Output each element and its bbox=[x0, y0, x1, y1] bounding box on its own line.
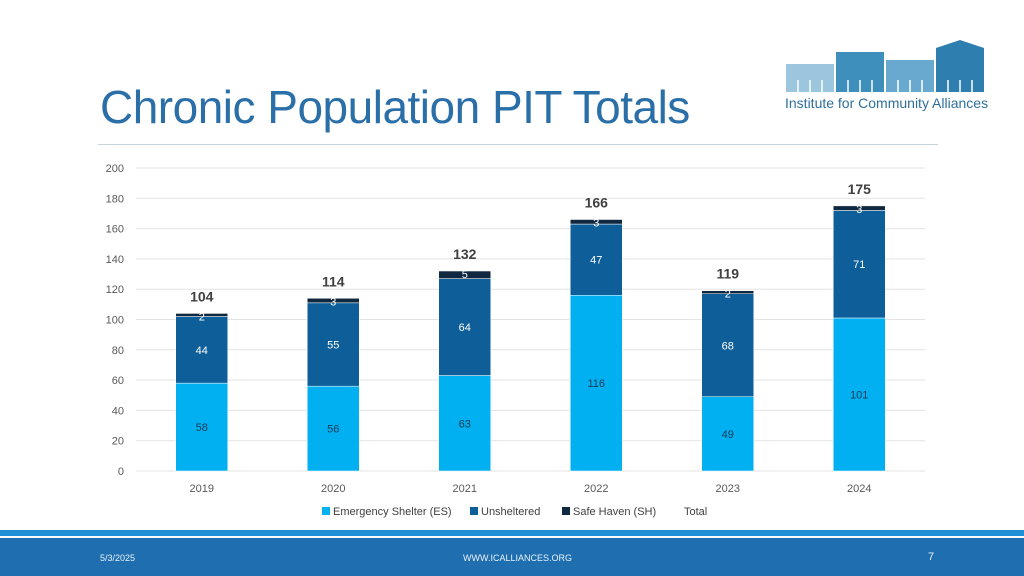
bar-segment bbox=[570, 295, 623, 472]
bar-segment bbox=[833, 205, 886, 211]
legend-label: Emergency Shelter (ES) bbox=[333, 506, 452, 518]
data-label: 49 bbox=[722, 429, 734, 441]
bar-segment bbox=[175, 316, 228, 384]
total-label: 114 bbox=[322, 273, 345, 289]
data-label: 101 bbox=[850, 389, 868, 401]
x-tick-label: 2022 bbox=[584, 483, 608, 495]
legend-label: Total bbox=[684, 506, 707, 518]
x-tick-label: 2021 bbox=[453, 483, 477, 495]
footer-bar: 5/3/2025 WWW.ICALLIANCES.ORG 7 bbox=[0, 538, 1024, 576]
bar-segment bbox=[570, 223, 623, 296]
bar-segment bbox=[701, 396, 754, 472]
bar-segment bbox=[438, 278, 491, 376]
data-label: 68 bbox=[722, 340, 734, 352]
x-tick-label: 2019 bbox=[190, 483, 214, 495]
legend-swatch bbox=[470, 507, 478, 515]
data-label: 56 bbox=[327, 424, 339, 436]
bar-segment bbox=[307, 385, 360, 472]
slide-title: Chronic Population PIT Totals bbox=[100, 81, 690, 133]
data-label: 5 bbox=[462, 269, 468, 281]
footer-date: 5/3/2025 bbox=[100, 553, 136, 563]
bar-segment bbox=[438, 270, 491, 279]
logo-icon bbox=[786, 40, 984, 92]
y-tick-label: 180 bbox=[106, 193, 124, 205]
total-label: 104 bbox=[190, 288, 214, 304]
y-tick-label: 140 bbox=[106, 254, 124, 266]
legend-label: Safe Haven (SH) bbox=[573, 506, 656, 518]
data-label: 2 bbox=[725, 289, 731, 301]
data-label: 63 bbox=[459, 418, 471, 430]
total-label: 166 bbox=[585, 195, 609, 211]
y-tick-label: 80 bbox=[112, 345, 124, 357]
data-label: 3 bbox=[330, 296, 336, 308]
total-label: 119 bbox=[716, 266, 739, 282]
legend-label: Unsheltered bbox=[481, 506, 540, 518]
total-label: 175 bbox=[848, 181, 872, 197]
slide-number: 7 bbox=[928, 551, 935, 563]
bar-segment bbox=[307, 302, 360, 387]
y-tick-label: 120 bbox=[106, 284, 124, 296]
bar-segment bbox=[701, 293, 754, 398]
title-divider bbox=[98, 144, 938, 145]
bar-segment bbox=[175, 382, 228, 472]
data-label: 3 bbox=[856, 204, 862, 216]
x-tick-label: 2024 bbox=[847, 483, 871, 495]
legend-swatch bbox=[322, 507, 330, 515]
bar-segment bbox=[438, 375, 491, 472]
y-tick-label: 100 bbox=[106, 315, 124, 327]
footer-accent-band bbox=[0, 530, 1024, 536]
footer-url: WWW.ICALLIANCES.ORG bbox=[463, 553, 573, 563]
data-label: 2 bbox=[199, 311, 205, 323]
x-tick-label: 2020 bbox=[321, 483, 345, 495]
y-tick-label: 0 bbox=[118, 466, 124, 478]
data-label: 44 bbox=[196, 345, 208, 357]
total-label: 132 bbox=[453, 246, 477, 262]
data-label: 47 bbox=[590, 255, 602, 267]
bar-segment bbox=[175, 313, 228, 317]
y-tick-label: 160 bbox=[106, 224, 124, 236]
bar-segment bbox=[701, 290, 754, 294]
y-tick-label: 60 bbox=[112, 375, 124, 387]
stacked-bar-chart: 0 20 40 60 80 100 120 140 160 180 200 58 44 2 104 2019 5… bbox=[106, 163, 925, 518]
y-tick-label: 40 bbox=[112, 405, 124, 417]
logo-text: Institute for Community Alliances bbox=[785, 95, 989, 111]
data-label: 58 bbox=[196, 422, 208, 434]
data-label: 55 bbox=[327, 339, 339, 351]
bar-segment bbox=[307, 298, 360, 304]
bar-segment bbox=[570, 219, 623, 225]
legend-swatch bbox=[562, 507, 570, 515]
y-tick-label: 20 bbox=[112, 436, 124, 448]
x-tick-label: 2023 bbox=[716, 483, 740, 495]
bar-segment bbox=[833, 317, 886, 472]
y-tick-label: 200 bbox=[106, 163, 124, 175]
data-label: 3 bbox=[593, 218, 599, 230]
data-label: 71 bbox=[853, 259, 865, 271]
data-label: 64 bbox=[459, 322, 471, 334]
bar-segment bbox=[833, 210, 886, 319]
data-label: 116 bbox=[587, 378, 605, 390]
